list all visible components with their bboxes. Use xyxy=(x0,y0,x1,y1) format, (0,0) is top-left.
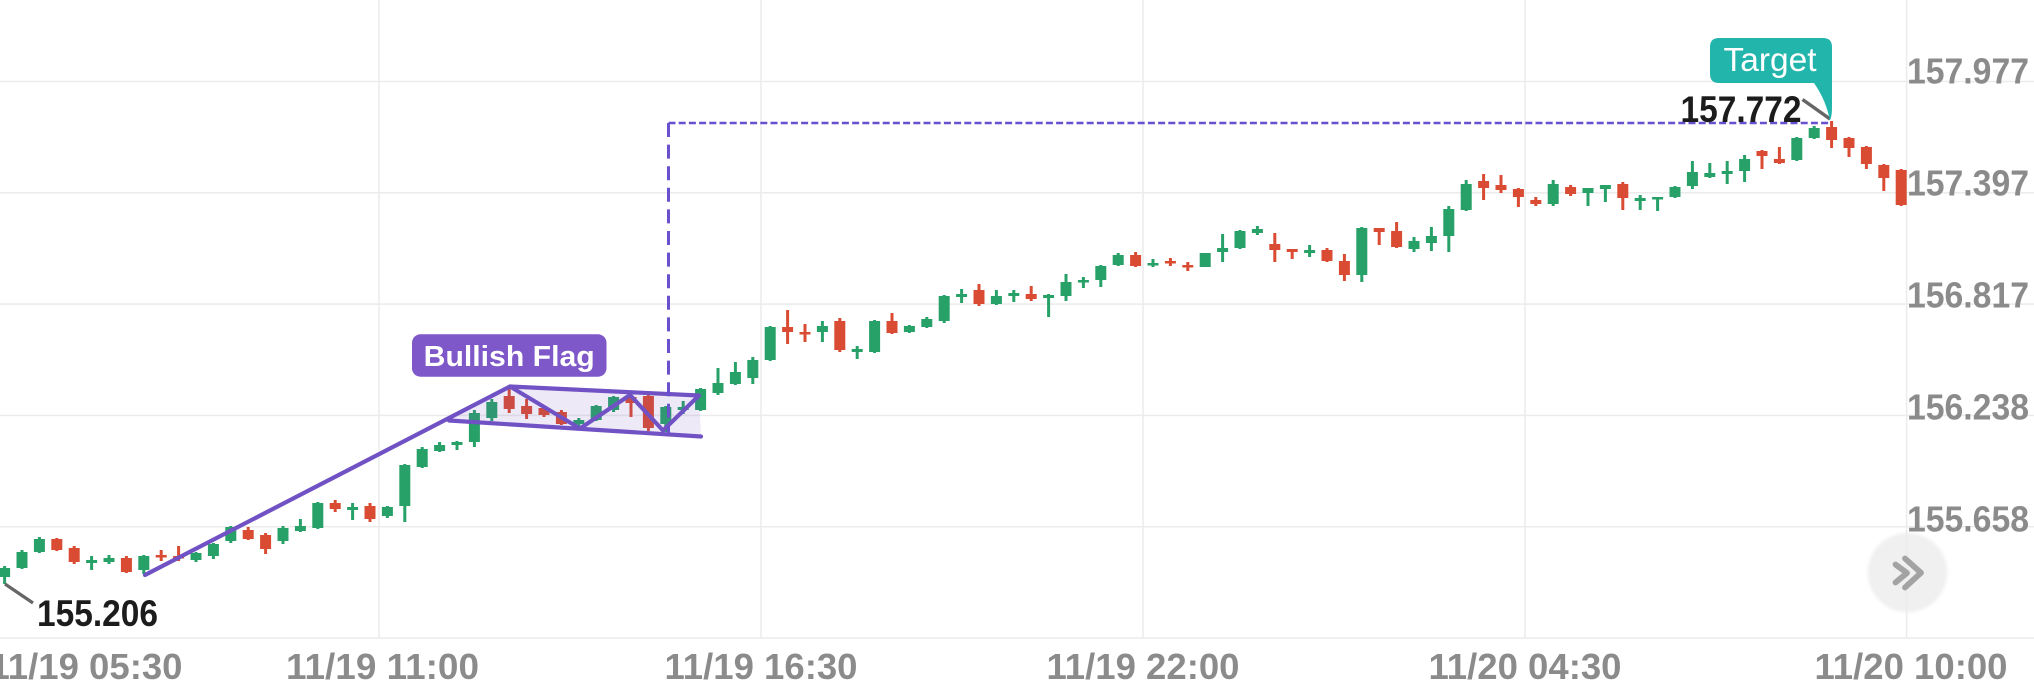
svg-text:156.238: 156.238 xyxy=(1907,387,2029,428)
svg-text:11/20 04:30: 11/20 04:30 xyxy=(1429,646,1622,687)
svg-text:11/19 11:00: 11/19 11:00 xyxy=(286,646,479,687)
svg-text:11/20 10:00: 11/20 10:00 xyxy=(1815,646,2008,687)
svg-text:155.206: 155.206 xyxy=(37,593,158,634)
svg-text:11/19 22:00: 11/19 22:00 xyxy=(1047,646,1240,687)
svg-text:Bullish Flag: Bullish Flag xyxy=(424,341,595,373)
svg-text:11/19 16:30: 11/19 16:30 xyxy=(665,646,858,687)
svg-text:Target: Target xyxy=(1724,41,1817,78)
svg-text:155.658: 155.658 xyxy=(1907,499,2029,540)
svg-text:157.772: 157.772 xyxy=(1681,89,1802,130)
svg-text:157.397: 157.397 xyxy=(1907,163,2029,204)
svg-text:157.977: 157.977 xyxy=(1907,51,2029,92)
svg-text:11/19 05:30: 11/19 05:30 xyxy=(0,646,183,687)
svg-text:156.817: 156.817 xyxy=(1907,275,2029,316)
